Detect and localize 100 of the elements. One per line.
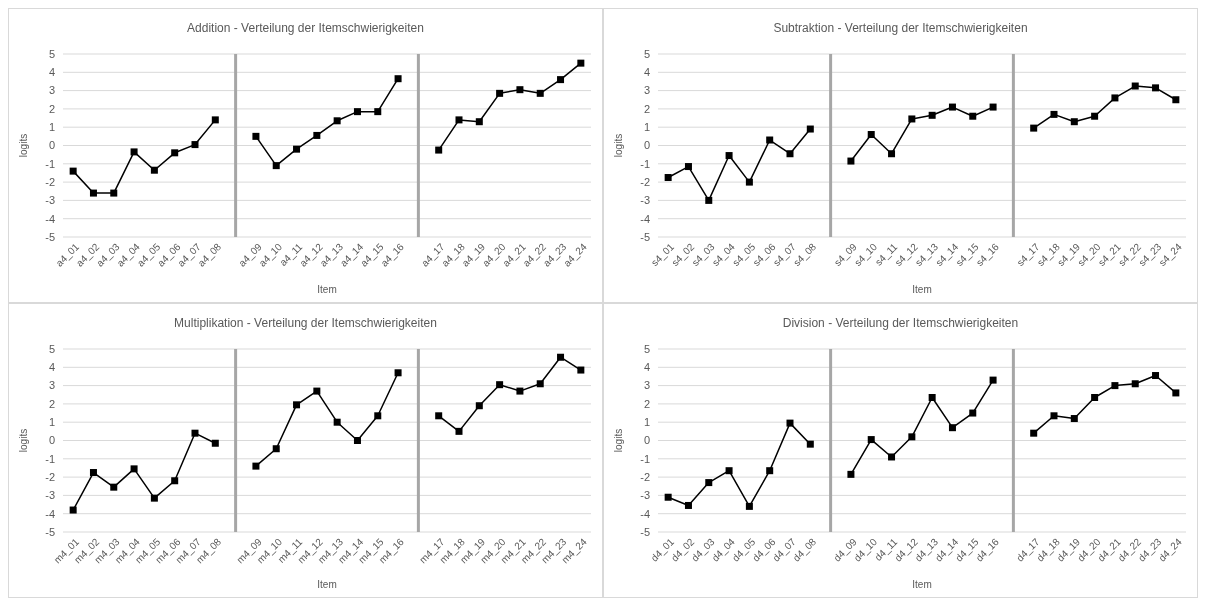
point xyxy=(745,178,753,186)
y-tick-label: -4 xyxy=(640,507,650,520)
point xyxy=(394,369,402,377)
point xyxy=(948,424,956,432)
point xyxy=(745,502,753,510)
point xyxy=(1070,118,1078,126)
x-axis-title: Item xyxy=(317,284,337,295)
point xyxy=(110,483,118,491)
y-tick-label: -2 xyxy=(45,175,55,188)
point xyxy=(475,402,483,410)
y-axis-title: logits xyxy=(18,133,29,158)
point xyxy=(928,394,936,401)
y-tick-label: 1 xyxy=(643,121,650,134)
y-tick-label: -2 xyxy=(45,470,55,483)
point xyxy=(89,189,97,197)
point xyxy=(969,112,977,120)
y-tick-label: 4 xyxy=(48,66,55,79)
point xyxy=(191,429,199,437)
y-tick-label: -3 xyxy=(45,489,55,502)
y-tick-label: 1 xyxy=(48,416,55,429)
chart-title: Multiplikation - Verteilung der Itemschwierigkeiten xyxy=(174,316,437,330)
point xyxy=(1111,382,1119,390)
y-axis-title: logits xyxy=(613,428,624,453)
point xyxy=(1131,380,1139,388)
point xyxy=(867,131,875,139)
y-tick-label: -3 xyxy=(640,194,650,207)
point xyxy=(394,75,402,83)
y-tick-label: 0 xyxy=(48,139,55,152)
point xyxy=(806,125,814,133)
point xyxy=(664,493,672,501)
y-tick-label: 0 xyxy=(643,139,650,152)
point xyxy=(272,162,280,170)
y-tick-label: 4 xyxy=(643,361,650,374)
y-tick-label: 5 xyxy=(48,342,55,355)
point xyxy=(1091,112,1099,120)
point xyxy=(786,419,794,427)
point xyxy=(435,412,443,420)
y-tick-label: -1 xyxy=(640,452,650,465)
point xyxy=(1152,372,1160,380)
point xyxy=(272,445,280,453)
point xyxy=(766,136,774,144)
point xyxy=(69,506,77,514)
y-tick-label: -1 xyxy=(45,157,55,170)
chart-title: Subtraktion - Verteilung der Itemschwierigkeiten xyxy=(773,21,1028,35)
y-tick-label: 0 xyxy=(48,434,55,447)
point xyxy=(130,465,138,473)
y-tick-label: 3 xyxy=(48,379,55,392)
point xyxy=(989,376,997,384)
y-tick-label: -2 xyxy=(640,470,650,483)
y-tick-label: 1 xyxy=(643,416,650,429)
point xyxy=(171,477,179,485)
point xyxy=(455,116,463,124)
point xyxy=(928,111,936,119)
point xyxy=(475,118,483,126)
point xyxy=(557,76,565,84)
point xyxy=(1172,389,1180,397)
y-tick-label: -4 xyxy=(45,507,55,520)
point xyxy=(725,152,733,160)
point xyxy=(211,116,219,124)
point xyxy=(1131,82,1139,90)
point xyxy=(908,433,916,441)
y-tick-label: 2 xyxy=(48,102,55,115)
point xyxy=(577,366,585,374)
x-axis-title: Item xyxy=(912,284,932,295)
point xyxy=(725,467,733,475)
point xyxy=(516,86,524,94)
y-tick-label: 2 xyxy=(48,397,55,410)
y-tick-label: 2 xyxy=(643,397,650,410)
point xyxy=(333,117,341,125)
y-tick-label: 4 xyxy=(48,361,55,374)
point xyxy=(353,108,361,116)
point xyxy=(130,148,138,156)
point xyxy=(1050,110,1058,118)
point xyxy=(516,387,524,395)
y-tick-label: -5 xyxy=(45,230,55,243)
point xyxy=(313,387,321,395)
point xyxy=(1030,429,1038,437)
point xyxy=(374,412,382,420)
point xyxy=(89,469,97,477)
point xyxy=(684,163,692,171)
point xyxy=(69,167,77,175)
point xyxy=(455,427,463,435)
y-tick-label: 3 xyxy=(643,84,650,97)
point xyxy=(908,115,916,123)
y-tick-label: -5 xyxy=(640,525,650,538)
point xyxy=(1050,412,1058,420)
point xyxy=(705,196,713,204)
y-tick-label: -4 xyxy=(45,212,55,225)
point xyxy=(293,145,301,153)
y-tick-label: 4 xyxy=(643,66,650,79)
y-axis-title: logits xyxy=(18,428,29,453)
x-axis-title: Item xyxy=(912,579,932,590)
y-tick-label: -3 xyxy=(45,194,55,207)
point xyxy=(313,131,321,139)
point xyxy=(1152,84,1160,92)
point xyxy=(705,479,713,487)
point xyxy=(252,132,260,140)
point xyxy=(948,103,956,111)
point xyxy=(1091,394,1099,401)
point xyxy=(888,150,896,158)
